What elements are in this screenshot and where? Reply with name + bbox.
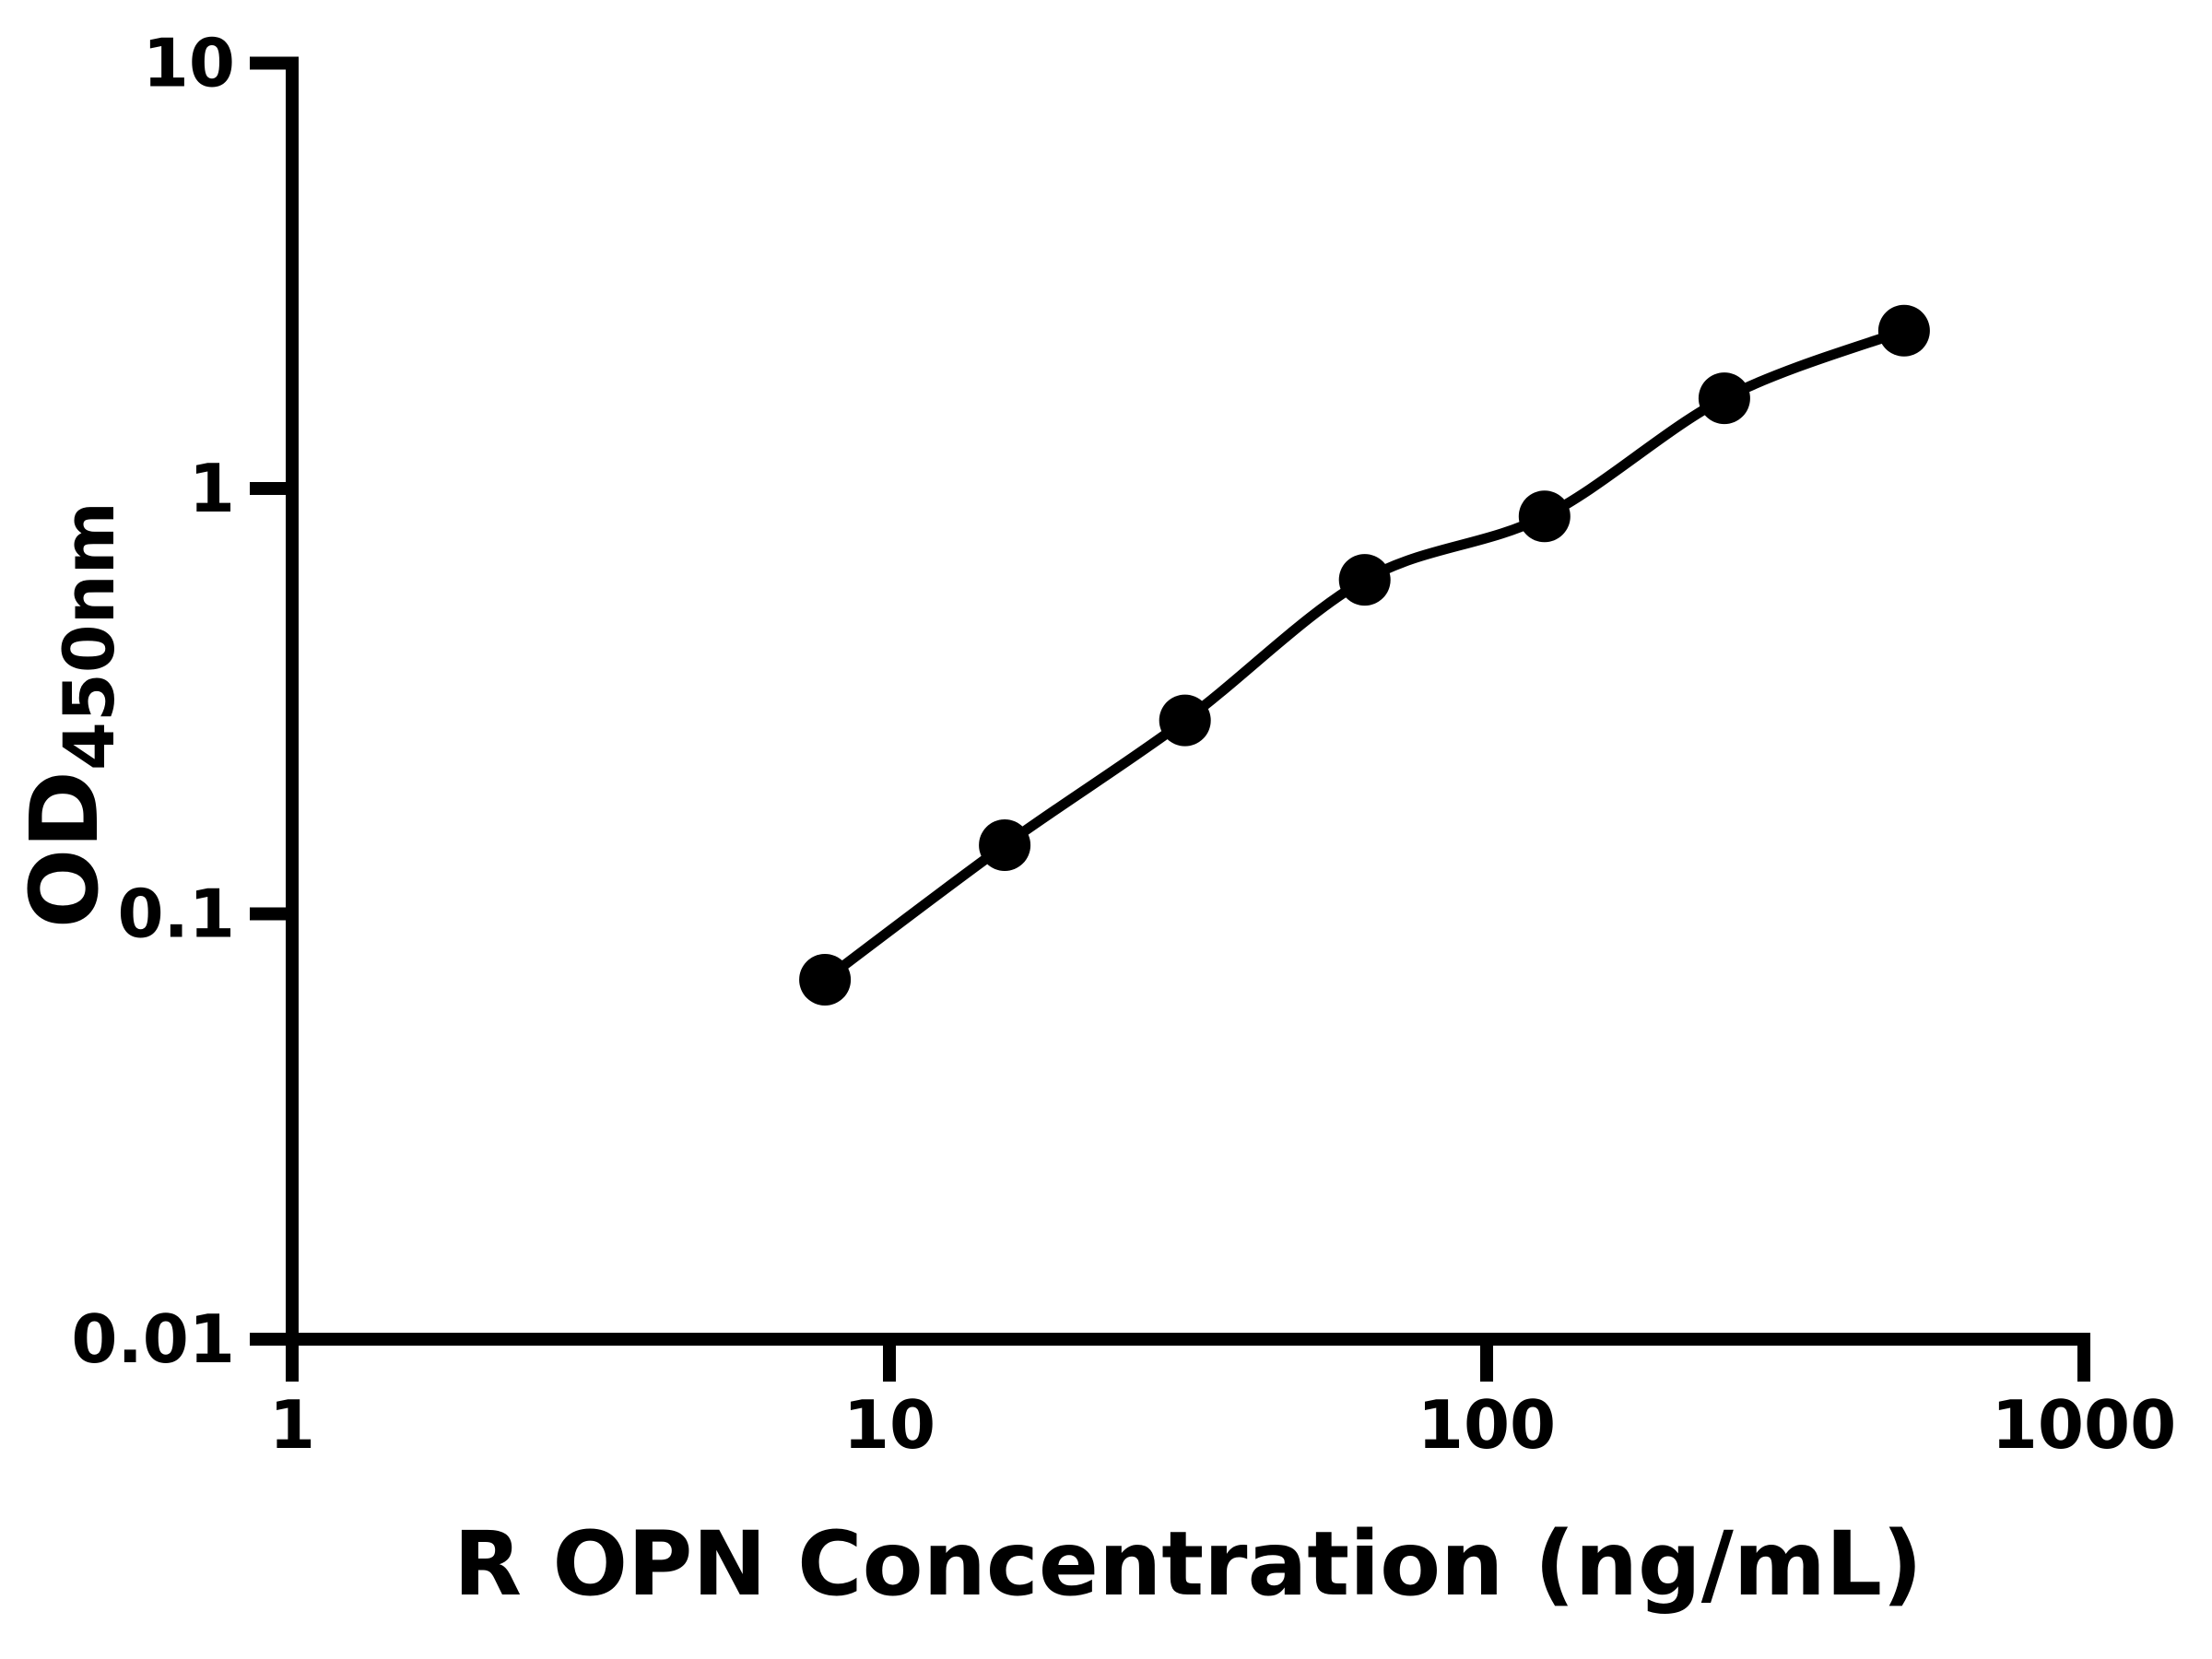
curve-line xyxy=(819,325,1910,985)
data-point-marker xyxy=(979,819,1031,871)
x-tick-label: 1000 xyxy=(1992,1386,2176,1464)
data-point-marker xyxy=(1338,554,1391,606)
data-point-marker xyxy=(1518,490,1571,543)
x-tick-label: 10 xyxy=(843,1386,935,1464)
axes xyxy=(250,56,2090,1382)
data-point-marker xyxy=(1877,304,1930,357)
x-tick-label: 1 xyxy=(269,1386,315,1464)
x-tick-label: 100 xyxy=(1418,1386,1556,1464)
y-tick-label: 0.1 xyxy=(117,876,235,953)
y-axis-title: OD450nm xyxy=(10,501,130,928)
data-point-marker xyxy=(1159,694,1211,747)
y-tick-label: 0.01 xyxy=(71,1300,235,1378)
curve-layer xyxy=(819,325,1910,985)
x-axis-title: R OPN Concentration (ng/mL) xyxy=(453,1512,1923,1616)
y-tick-label: 1 xyxy=(189,450,235,527)
axis-labels-layer: 10 1 0.1 0.01 1 10 100 1000 R OPN Concentration … xyxy=(10,25,2176,1617)
data-point-marker xyxy=(1698,372,1750,425)
y-tick-label: 10 xyxy=(143,25,235,102)
data-points-layer xyxy=(799,304,1930,1006)
data-point-marker xyxy=(799,954,852,1006)
